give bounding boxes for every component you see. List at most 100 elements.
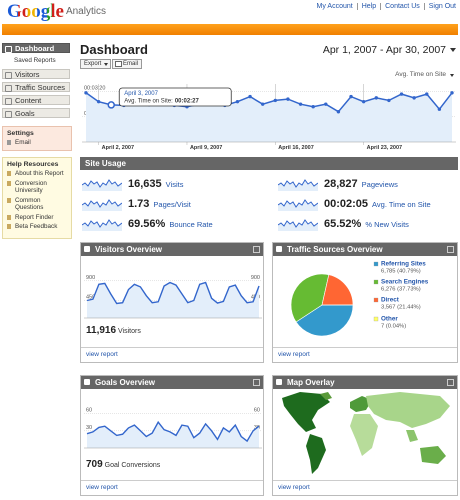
- nav-label: Saved Reports: [14, 57, 56, 64]
- help-item[interactable]: Beta Feedback: [7, 223, 67, 231]
- traffic-panel: Traffic Sources Overview view report: [272, 242, 458, 363]
- panel-header: Goals Overview: [81, 376, 263, 389]
- point: [134, 102, 139, 106]
- panel-title: Traffic Sources Overview: [287, 245, 383, 254]
- sparkline: [82, 197, 122, 211]
- metric-label[interactable]: Pages/Visit: [153, 199, 191, 209]
- logo-product: Analytics: [65, 6, 106, 17]
- help-item[interactable]: Common Questions: [7, 197, 67, 212]
- point: [147, 102, 151, 107]
- date-range[interactable]: Apr 1, 2007 - Apr 30, 2007: [322, 44, 446, 56]
- point: [210, 101, 214, 105]
- metric-label[interactable]: Bounce Rate: [169, 219, 213, 229]
- point: [361, 99, 366, 104]
- point: [437, 107, 442, 111]
- view-report[interactable]: view report: [273, 347, 457, 362]
- button-label: Export: [84, 61, 102, 67]
- point: [197, 102, 202, 106]
- tooltip-date: April 3, 2007: [124, 91, 158, 97]
- highlight-point: [107, 101, 115, 109]
- tooltip-text: Avg. Time on Site: 00:02:27: [124, 99, 199, 105]
- help-item[interactable]: Conversion University: [7, 180, 67, 195]
- tooltip: [118, 87, 232, 107]
- date-arrow[interactable]: [450, 48, 456, 52]
- metric-label[interactable]: Visits: [165, 179, 184, 189]
- point: [122, 103, 126, 108]
- line: [85, 92, 453, 113]
- export-button[interactable]: Export: [80, 59, 112, 69]
- nav-label: Goals: [15, 109, 35, 118]
- logo-google: Google: [7, 1, 64, 22]
- point: [399, 92, 404, 96]
- point: [311, 104, 315, 109]
- x-tick-label: April 16, 2007: [278, 145, 313, 151]
- y-tick-label: 00:01:40: [84, 111, 105, 117]
- logo[interactable]: Google Analytics: [7, 1, 106, 23]
- point: [336, 110, 341, 114]
- panel-header: Visitors Overview: [81, 243, 263, 256]
- metric: 1.73 Pages/Visit: [82, 197, 191, 211]
- metric-label[interactable]: Pageviews: [361, 179, 398, 189]
- sparkline: [278, 217, 318, 231]
- point: [298, 102, 303, 106]
- view-report[interactable]: view report: [81, 347, 263, 362]
- sparkline: [82, 177, 122, 191]
- top-link[interactable]: Help: [356, 3, 380, 10]
- map-panel: Map Overlay view report: [272, 375, 458, 496]
- top-link[interactable]: Sign Out: [423, 3, 456, 10]
- point: [273, 98, 278, 103]
- point: [84, 91, 88, 95]
- settings-item[interactable]: Email: [7, 139, 67, 147]
- help-item[interactable]: Report Finder: [7, 214, 67, 222]
- settings-title: Settings: [7, 130, 34, 137]
- help-box: Help Resources About this Report Convers…: [2, 157, 72, 239]
- nav-item[interactable]: Visitors: [2, 69, 70, 79]
- metric-value: 28,827: [324, 178, 358, 190]
- point: [248, 94, 252, 99]
- metric-selector[interactable]: Avg. Time on Site: [395, 71, 446, 78]
- nav-label: Visitors: [15, 70, 40, 79]
- view-report[interactable]: view report: [273, 480, 457, 495]
- nav-label: Traffic Sources: [15, 83, 66, 92]
- sparkline: [82, 217, 122, 231]
- metric-arrow[interactable]: [450, 74, 454, 77]
- top-link[interactable]: My Account: [316, 3, 353, 10]
- point: [387, 98, 391, 103]
- visitors-panel: Visitors Overview 11,916 Visitors view r…: [80, 242, 264, 363]
- total-label: Visitors: [118, 328, 141, 335]
- nav-saved-reports[interactable]: Saved Reports: [14, 57, 56, 64]
- goals-panel: Goals Overview 709 Goal Conversions view…: [80, 375, 264, 496]
- help-label: Common Questions: [15, 196, 44, 212]
- point: [450, 91, 454, 95]
- help-item[interactable]: About this Report: [7, 170, 67, 178]
- nav-dashboard[interactable]: Dashboard: [2, 43, 70, 53]
- metric-value: 1.73: [128, 198, 150, 210]
- total-label: Goal Conversions: [104, 462, 161, 469]
- panel-total: 709 Goal Conversions: [86, 459, 160, 470]
- top-link[interactable]: Contact Us: [380, 3, 424, 10]
- nav-label: Content: [15, 96, 42, 105]
- metric: 65.52%% New Visits: [278, 217, 409, 231]
- nav-item[interactable]: Traffic Sources: [2, 82, 70, 92]
- x-tick-label: April 2, 2007: [102, 145, 134, 151]
- panel-title: Map Overlay: [287, 378, 335, 387]
- point: [425, 92, 429, 96]
- button-label: Email: [123, 61, 139, 67]
- site-usage-title: Site Usage: [85, 159, 126, 168]
- total-value: 709: [86, 459, 103, 470]
- nav-item[interactable]: Goals: [2, 108, 70, 118]
- help-label: About this Report: [15, 170, 64, 177]
- metric-value: 65.52%: [324, 218, 362, 230]
- point: [260, 102, 265, 106]
- area: [86, 92, 452, 142]
- help-title: Help Resources: [7, 161, 59, 168]
- metric-value: 16,635: [128, 178, 162, 190]
- view-report[interactable]: view report: [81, 480, 263, 495]
- metric-label[interactable]: % New Visits: [365, 219, 409, 229]
- email-button[interactable]: Email: [112, 59, 143, 69]
- nav-item[interactable]: Content: [2, 95, 70, 105]
- metric-label[interactable]: Avg. Time on Site: [372, 199, 431, 209]
- point: [286, 97, 290, 101]
- point: [324, 102, 328, 106]
